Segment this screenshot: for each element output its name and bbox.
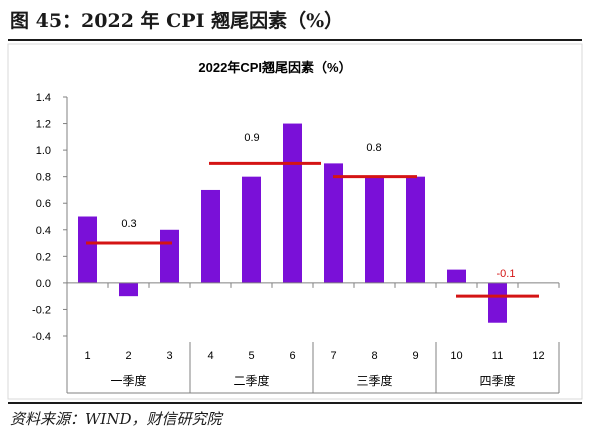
x-category-label: 1 <box>84 350 90 362</box>
quarter-group-label: 四季度 <box>479 373 515 388</box>
y-tick-label: 0.0 <box>36 278 51 290</box>
y-tick-label: 1.2 <box>36 119 51 131</box>
x-category-label: 5 <box>248 350 254 362</box>
bar-month-1 <box>78 216 97 283</box>
bar-month-11 <box>488 282 507 323</box>
y-tick-label: 1.4 <box>36 92 51 104</box>
x-category-label: 2 <box>125 350 131 362</box>
x-category-label: 12 <box>532 350 544 362</box>
bar-month-7 <box>324 163 343 283</box>
y-axis: 1.4 1.2 1.0 0.8 0.6 0.4 0.2 0.0 -0.2 -0.4 <box>32 92 68 393</box>
source-note: 资料来源：WIND，财信研究院 <box>10 410 222 428</box>
bar-month-10 <box>447 269 466 283</box>
x-category-label: 4 <box>207 350 213 362</box>
quarter-average-label: 0.9 <box>244 132 259 144</box>
quarter-group-label: 一季度 <box>110 373 146 388</box>
bar-month-2 <box>119 282 138 297</box>
quarter-average-label: 0.3 <box>121 218 136 230</box>
quarter-average-label: 0.8 <box>366 142 381 154</box>
quarter-average-label: -0.1 <box>497 268 516 280</box>
chart-title: 2022年CPI翘尾因素（%） <box>198 60 351 75</box>
bar-month-3 <box>160 229 179 283</box>
top-divider <box>8 39 582 41</box>
y-tick-label: -0.4 <box>32 331 51 343</box>
y-tick-label: 0.2 <box>36 251 51 263</box>
quarter-average-lines: 0.3 0.9 0.8 -0.1 <box>86 132 539 298</box>
x-category-label: 6 <box>289 350 295 362</box>
bar-month-4 <box>201 189 220 283</box>
x-category-label: 7 <box>330 350 336 362</box>
x-category-label: 8 <box>371 350 377 362</box>
y-tick-label: 1.0 <box>36 145 51 157</box>
quarter-group-label: 二季度 <box>233 373 269 388</box>
bar-month-8 <box>365 176 384 283</box>
y-tick-label: -0.2 <box>32 304 51 316</box>
quarter-group-label: 三季度 <box>356 373 392 388</box>
bottom-divider <box>8 402 582 404</box>
figure-title: 图 45：2022 年 CPI 翘尾因素（%） <box>10 10 344 32</box>
bar-month-6 <box>283 123 302 283</box>
y-tick-label: 0.4 <box>36 225 51 237</box>
bar-month-5 <box>242 176 261 283</box>
x-category-label: 11 <box>492 350 503 362</box>
y-tick-label: 0.6 <box>36 198 51 210</box>
y-tick-label: 0.8 <box>36 172 51 184</box>
x-category-label: 9 <box>412 350 418 362</box>
bar-month-9 <box>406 176 425 283</box>
x-category-label: 10 <box>450 350 462 362</box>
x-category-label: 3 <box>166 350 172 362</box>
